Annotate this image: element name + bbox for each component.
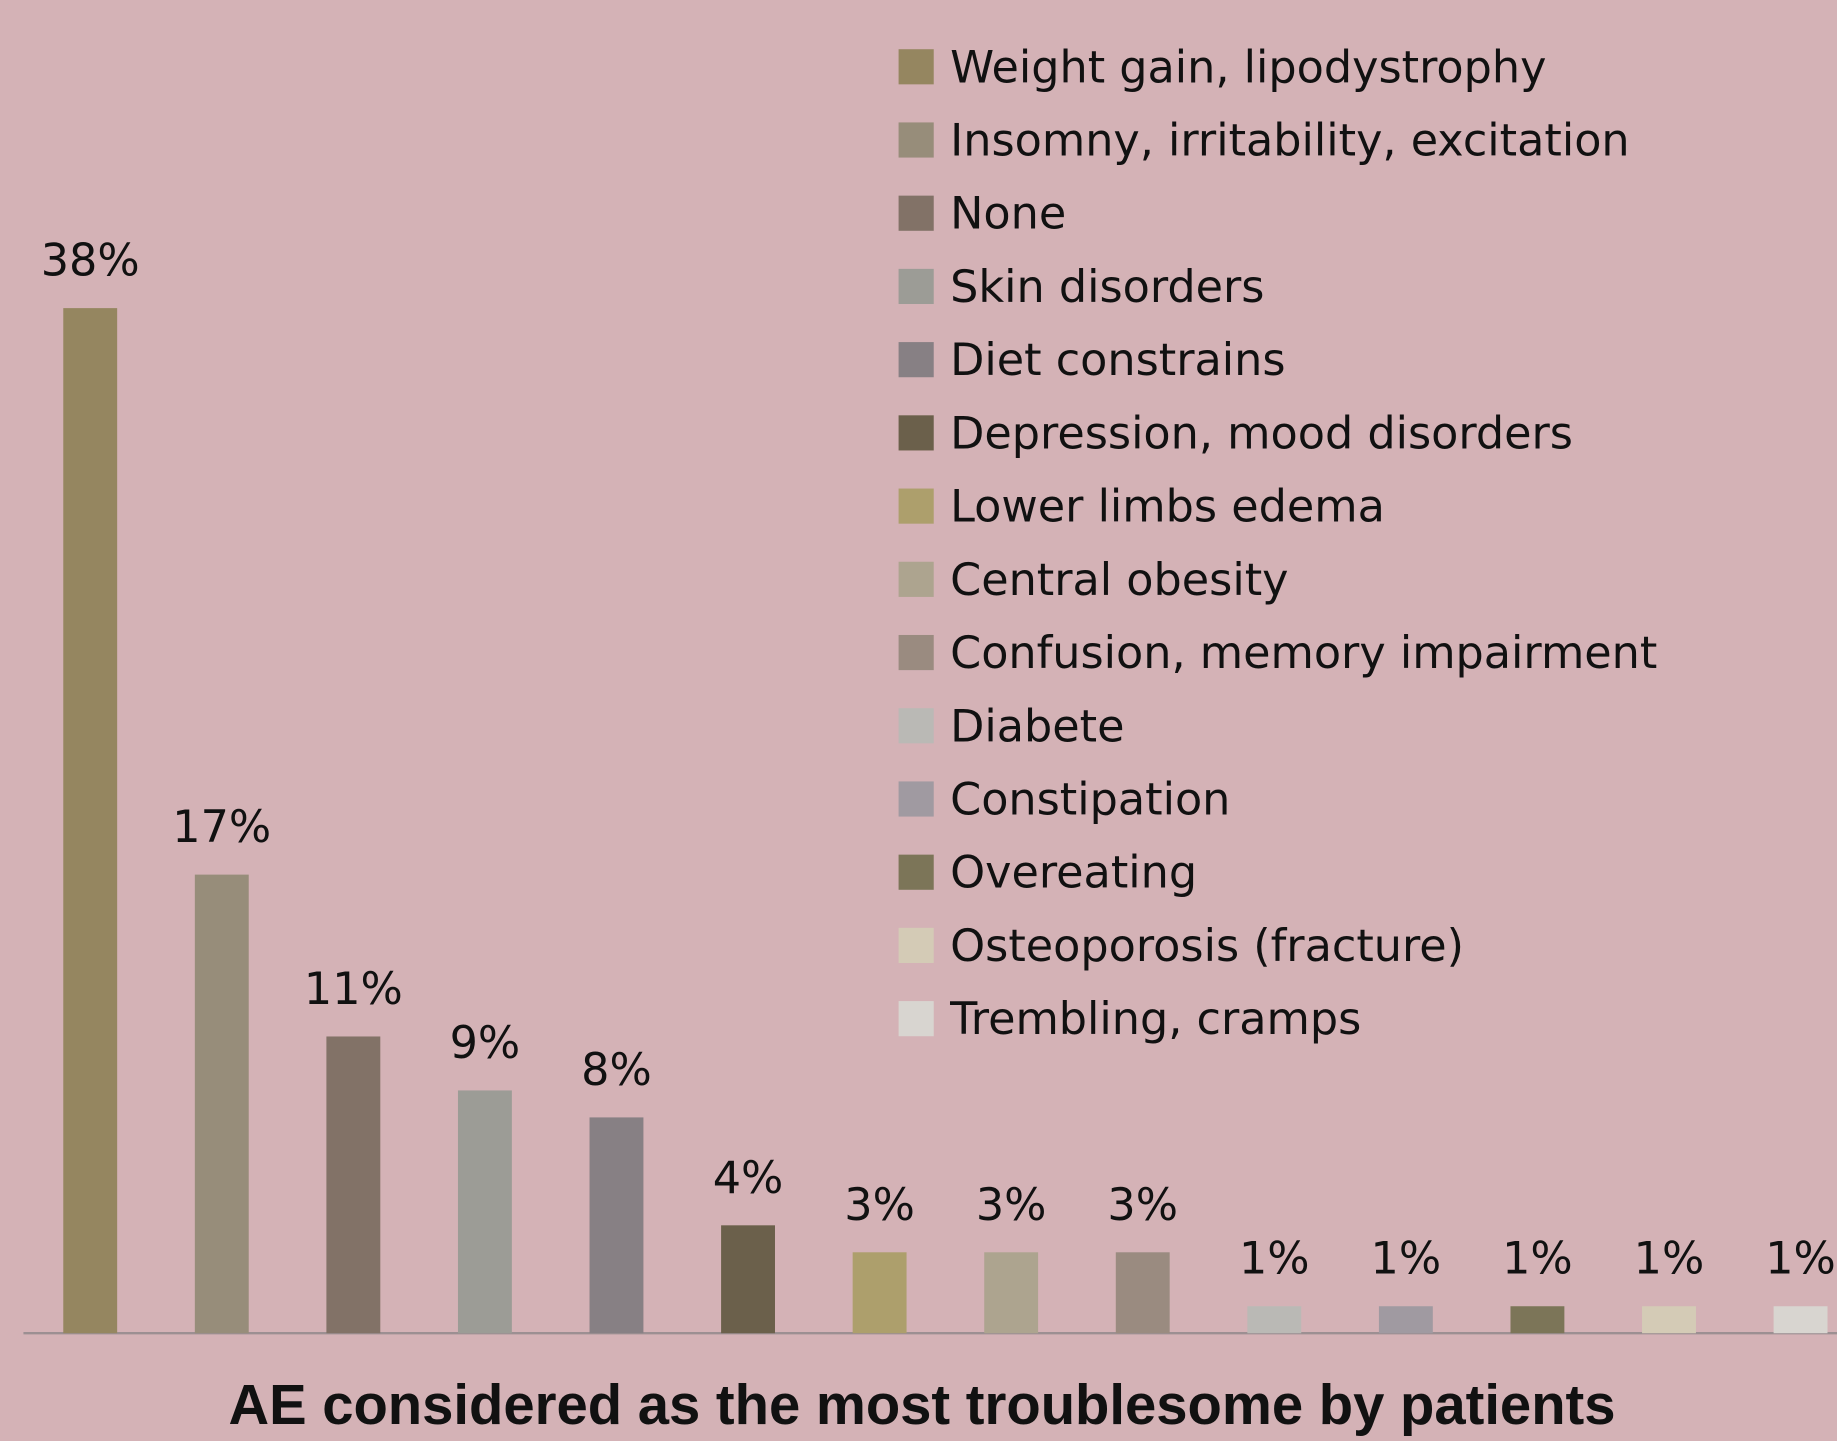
value-label: 38% [41, 236, 140, 287]
legend-swatch [898, 927, 934, 964]
legend-label: Skin disorders [950, 262, 1264, 313]
legend-swatch [898, 561, 934, 597]
legend-label: Weight gain, lipodystrophy [950, 42, 1546, 93]
value-label: 9% [450, 1018, 521, 1069]
bar [1510, 1306, 1565, 1334]
value-label: 3% [844, 1180, 915, 1231]
legend-label: Diet constrains [950, 335, 1285, 386]
value-label: 8% [581, 1045, 652, 1096]
legend-label: Lower limbs edema [950, 482, 1385, 533]
legend-label: Trembling, cramps [949, 994, 1361, 1045]
value-label: 1% [1371, 1234, 1442, 1285]
legend-swatch [898, 634, 934, 671]
bar [1378, 1306, 1433, 1334]
legend-swatch [898, 488, 934, 524]
bar [194, 874, 249, 1334]
legend-swatch [898, 781, 934, 817]
value-label: 1% [1502, 1234, 1573, 1285]
legend-swatch [898, 415, 934, 451]
value-label: 1% [1239, 1234, 1310, 1285]
value-label: 1% [1634, 1234, 1705, 1285]
legend-swatch [898, 268, 934, 305]
bar [852, 1252, 907, 1334]
legend-label: Overeating [950, 848, 1197, 899]
value-label: 11% [304, 964, 403, 1015]
bar [63, 308, 118, 1334]
legend-swatch [898, 195, 934, 231]
chart-title: AE considered as the most troublesome by… [228, 1373, 1615, 1436]
bar [1773, 1306, 1828, 1334]
value-label: 4% [713, 1153, 784, 1204]
value-label: 3% [1107, 1180, 1178, 1231]
legend-label: None [950, 189, 1066, 240]
legend-swatch [898, 49, 934, 85]
legend-label: Confusion, memory impairment [950, 628, 1657, 679]
bar [1247, 1306, 1302, 1334]
legend-label: Diabete [950, 701, 1124, 752]
legend-label: Osteoporosis (fracture) [950, 921, 1464, 972]
value-label: 17% [172, 802, 271, 853]
bar [589, 1117, 644, 1334]
value-label: 3% [976, 1180, 1047, 1231]
bar [326, 1036, 381, 1334]
legend-label: Depression, mood disorders [950, 408, 1573, 459]
legend-label: Central obesity [950, 555, 1288, 606]
bar [984, 1252, 1039, 1334]
bar [1642, 1306, 1696, 1334]
bar [721, 1225, 775, 1334]
value-label: 1% [1765, 1234, 1836, 1285]
legend-swatch [898, 854, 934, 890]
legend-swatch [898, 122, 934, 158]
legend-label: Constipation [950, 775, 1230, 826]
legend-swatch [898, 708, 934, 744]
bar [457, 1090, 512, 1334]
legend-swatch [898, 1001, 934, 1037]
legend-swatch [898, 342, 934, 378]
bar [1115, 1252, 1170, 1334]
legend-label: Insomny, irritability, excitation [950, 116, 1630, 167]
